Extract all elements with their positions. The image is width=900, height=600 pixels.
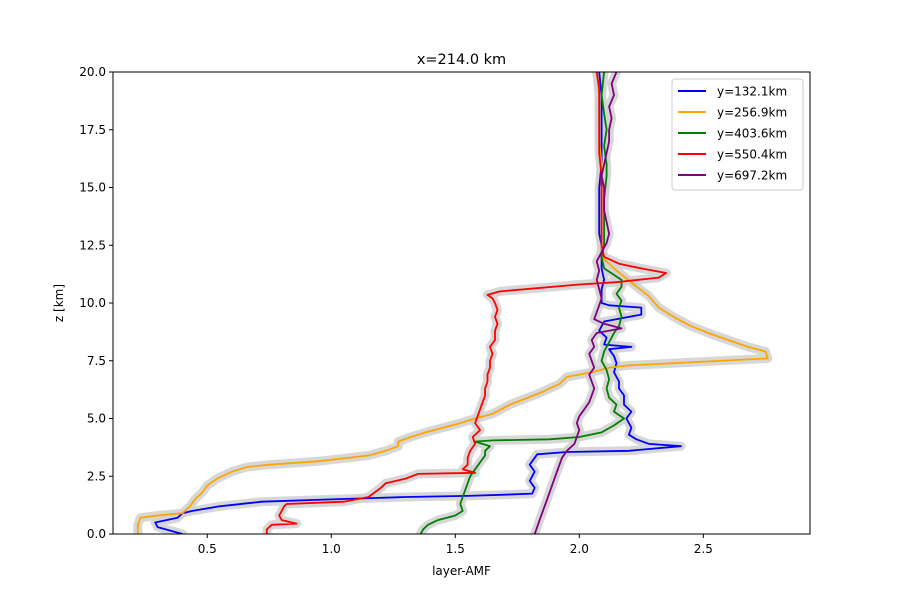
series-lines — [136, 72, 769, 534]
legend-label: y=697.2km — [717, 169, 787, 183]
x-tick-label: 1.5 — [446, 542, 465, 556]
x-tick-label: 1.0 — [322, 542, 341, 556]
legend-label: y=403.6km — [717, 127, 787, 141]
x-axis: 0.5 1.0 1.5 2.0 2.5 — [198, 534, 713, 556]
y-tick-label: 5.0 — [87, 412, 106, 426]
y-tick-label: 2.5 — [87, 469, 106, 483]
y-tick-label: 15.0 — [79, 181, 106, 195]
legend-label: y=550.4km — [717, 148, 787, 162]
y-tick-label: 10.0 — [79, 296, 106, 310]
y-tick-label: 12.5 — [79, 238, 106, 252]
chart-title: x=214.0 km — [417, 52, 506, 68]
x-tick-label: 2.5 — [694, 542, 713, 556]
series-line — [265, 72, 667, 534]
y-tick-label: 7.5 — [87, 354, 106, 368]
x-tick-label: 2.0 — [570, 542, 589, 556]
y-axis: 0.0 2.5 5.0 7.5 10.0 12.5 15.0 17.5 20.0 — [79, 65, 113, 541]
x-tick-label: 0.5 — [198, 542, 217, 556]
legend: y=132.1km y=256.9km y=403.6km y=550.4km y=69… — [671, 78, 804, 191]
x-axis-label: layer-AMF — [432, 564, 491, 578]
y-tick-label: 0.0 — [87, 527, 106, 541]
series-line — [533, 72, 623, 534]
series-line — [136, 72, 769, 534]
legend-label: y=256.9km — [717, 106, 787, 120]
series-line — [419, 72, 625, 534]
legend-box — [671, 78, 804, 191]
legend-label: y=132.1km — [717, 85, 787, 99]
y-tick-label: 17.5 — [79, 123, 106, 137]
y-tick-label: 20.0 — [79, 65, 106, 79]
y-axis-label: z [km] — [52, 284, 66, 322]
